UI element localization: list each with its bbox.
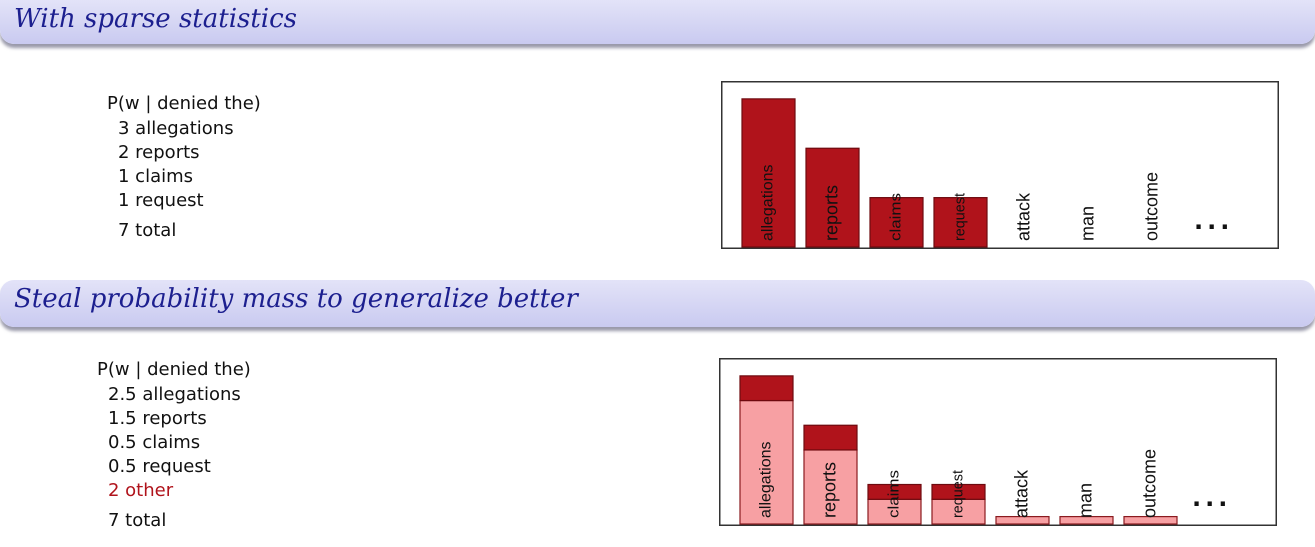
ellipsis-label: ... bbox=[1192, 484, 1231, 512]
counts-list-sparse: P(w | denied the) 3 allegations 2 report… bbox=[107, 92, 261, 243]
count-total: 7 total bbox=[118, 220, 177, 241]
tick-label-man: man bbox=[1075, 483, 1095, 518]
count-row: 1 claims bbox=[118, 166, 194, 187]
tick-label-request: request bbox=[949, 469, 966, 518]
count-row: 0.5 claims bbox=[108, 432, 201, 453]
tick-label-request: request bbox=[951, 192, 968, 241]
bar-stolen-reports bbox=[803, 424, 858, 451]
sparse-bar-chart: allegations reports claims request attack man… bbox=[721, 81, 1279, 249]
tick-label-outcome: outcome bbox=[1141, 172, 1161, 241]
bar-stolen-request bbox=[931, 483, 986, 500]
count-row: 1 request bbox=[118, 190, 204, 211]
ellipsis-label: ... bbox=[1194, 207, 1233, 235]
tick-label-reports: reports bbox=[821, 185, 841, 241]
bar-reports bbox=[805, 147, 860, 248]
smoothed-bar-chart: allegations reports claims request attack man… bbox=[719, 358, 1277, 526]
count-row: 2.5 allegations bbox=[108, 384, 241, 405]
bar-smoothed-claims bbox=[867, 498, 922, 525]
count-row-other: 2 other bbox=[108, 480, 174, 501]
bar-request bbox=[933, 197, 988, 248]
slide-title-smoothed: Steal probability mass to generalize bet… bbox=[14, 284, 578, 314]
bar-smoothed-reports bbox=[803, 449, 858, 525]
tick-label-attack: attack bbox=[1013, 192, 1033, 241]
bar-stolen-claims bbox=[867, 483, 922, 500]
tick-label-claims: claims bbox=[887, 193, 904, 241]
bar-smoothed-man bbox=[1059, 515, 1114, 525]
count-row: 3 allegations bbox=[118, 118, 234, 139]
prob-header: P(w | denied the) bbox=[107, 93, 261, 114]
prob-header: P(w | denied the) bbox=[97, 359, 251, 380]
tick-label-allegations: allegations bbox=[760, 165, 777, 242]
tick-label-man: man bbox=[1077, 206, 1097, 241]
tick-label-reports: reports bbox=[819, 462, 839, 518]
tick-label-outcome: outcome bbox=[1139, 449, 1159, 518]
bar-smoothed-allegations bbox=[739, 399, 794, 525]
tick-label-attack: attack bbox=[1011, 469, 1031, 518]
slide-title-sparse: With sparse statistics bbox=[14, 4, 298, 34]
title-banner-smoothed: Steal probability mass to generalize bet… bbox=[0, 280, 1315, 327]
count-row: 1.5 reports bbox=[108, 408, 207, 429]
tick-label-allegations: allegations bbox=[758, 442, 775, 519]
tick-label-claims: claims bbox=[885, 470, 902, 518]
bar-allegations bbox=[741, 98, 796, 248]
count-total: 7 total bbox=[108, 510, 167, 531]
bar-stolen-allegations bbox=[739, 375, 794, 402]
bar-smoothed-outcome bbox=[1123, 515, 1178, 525]
bar-claims bbox=[869, 197, 924, 248]
bar-smoothed-attack bbox=[995, 515, 1050, 525]
title-banner-sparse: With sparse statistics bbox=[0, 0, 1315, 44]
count-row: 0.5 request bbox=[108, 456, 211, 477]
counts-list-smoothed: P(w | denied the) 2.5 allegations 1.5 re… bbox=[97, 358, 251, 533]
count-row: 2 reports bbox=[118, 142, 200, 163]
